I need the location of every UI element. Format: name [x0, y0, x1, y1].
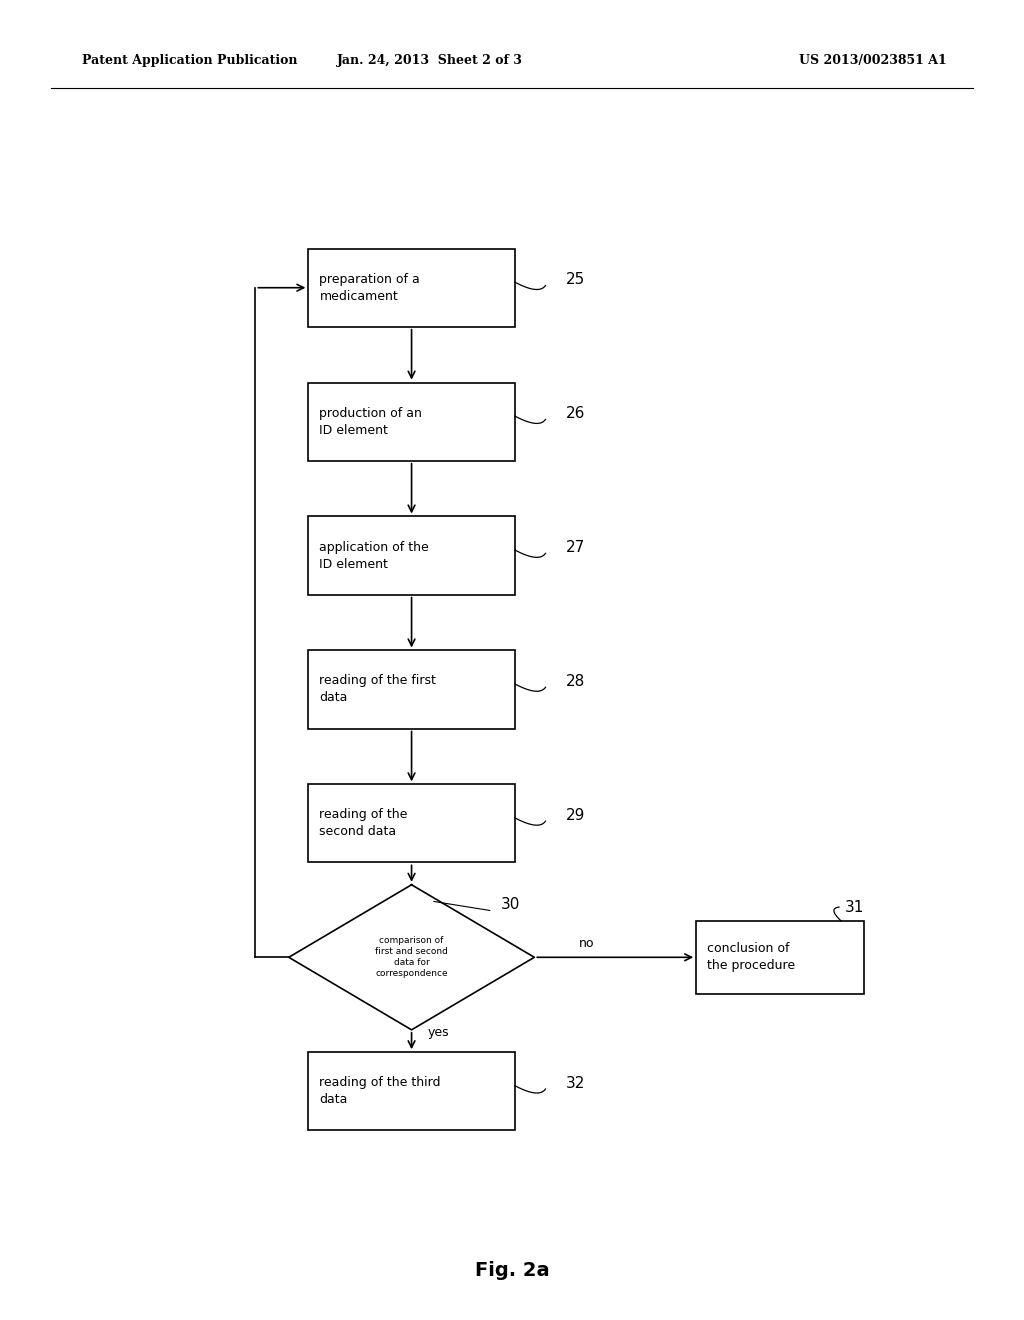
Text: reading of the first
data: reading of the first data [319, 675, 436, 705]
Text: no: no [579, 937, 595, 950]
Text: preparation of a
medicament: preparation of a medicament [319, 273, 420, 302]
Text: production of an
ID element: production of an ID element [319, 407, 422, 437]
Text: 27: 27 [565, 540, 585, 556]
Text: 26: 26 [565, 407, 585, 421]
Text: 29: 29 [565, 808, 585, 824]
Text: reading of the
second data: reading of the second data [319, 808, 408, 838]
Text: Jan. 24, 2013  Sheet 2 of 3: Jan. 24, 2013 Sheet 2 of 3 [337, 54, 523, 66]
Text: US 2013/0023851 A1: US 2013/0023851 A1 [799, 54, 946, 66]
FancyBboxPatch shape [308, 516, 515, 594]
Text: reading of the third
data: reading of the third data [319, 1076, 441, 1106]
FancyBboxPatch shape [308, 784, 515, 862]
FancyBboxPatch shape [308, 383, 515, 461]
Text: 31: 31 [845, 900, 864, 915]
Text: Patent Application Publication: Patent Application Publication [82, 54, 297, 66]
Text: Fig. 2a: Fig. 2a [475, 1262, 549, 1280]
Text: 32: 32 [565, 1076, 585, 1090]
Text: 30: 30 [501, 898, 520, 912]
FancyBboxPatch shape [308, 651, 515, 729]
FancyBboxPatch shape [308, 248, 515, 327]
Text: 28: 28 [565, 675, 585, 689]
Text: 25: 25 [565, 272, 585, 288]
FancyBboxPatch shape [696, 921, 863, 994]
Text: comparison of
first and second
data for
correspondence: comparison of first and second data for … [375, 936, 447, 978]
FancyBboxPatch shape [308, 1052, 515, 1130]
Text: yes: yes [427, 1026, 449, 1039]
Text: conclusion of
the procedure: conclusion of the procedure [708, 942, 796, 973]
Text: application of the
ID element: application of the ID element [319, 541, 429, 570]
